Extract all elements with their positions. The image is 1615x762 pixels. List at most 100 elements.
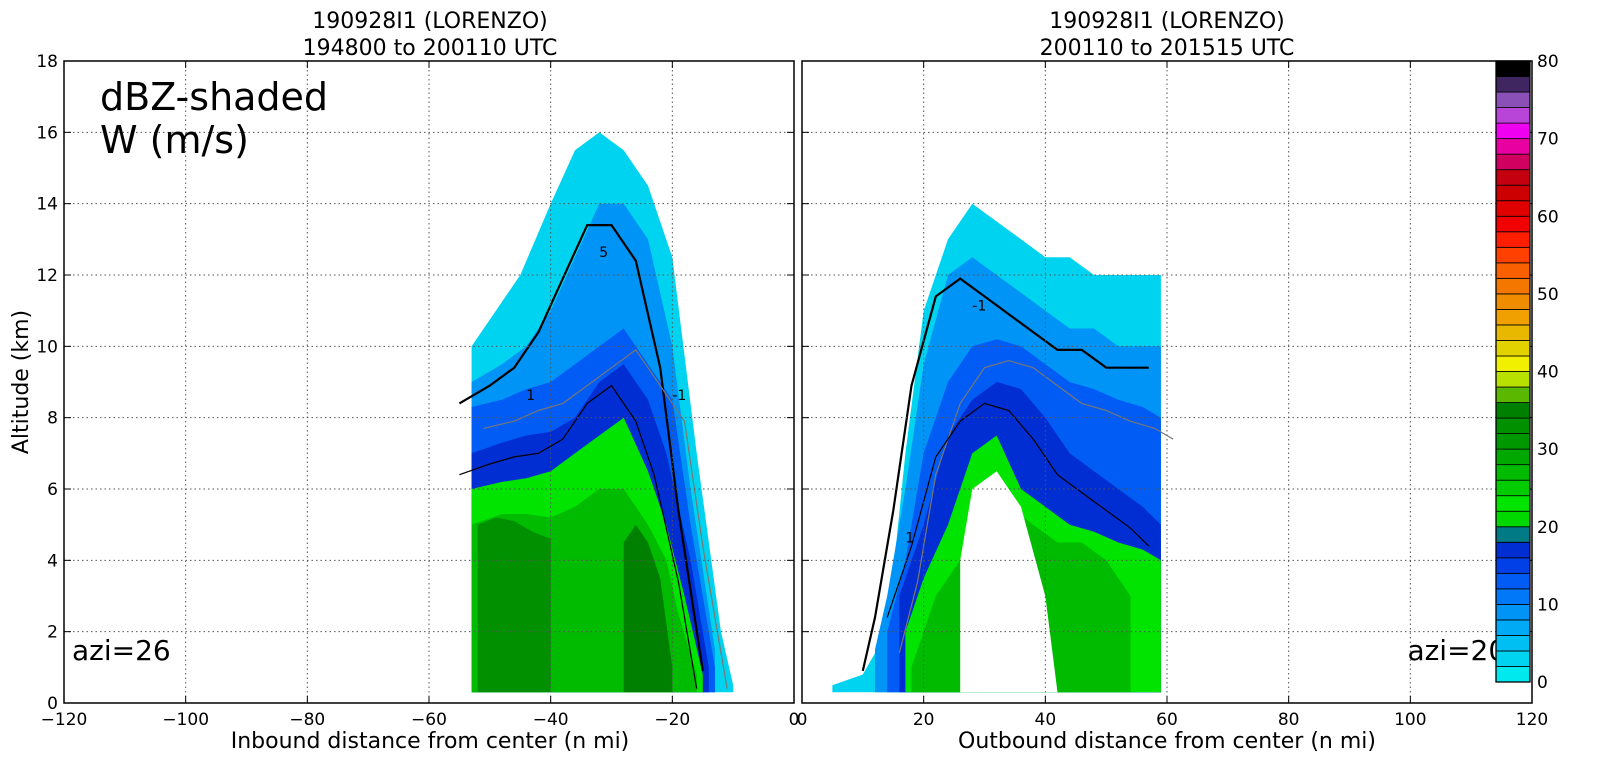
colorbar-swatch — [1495, 277, 1531, 295]
y-tick-label: 0 — [47, 694, 58, 714]
colorbar-tick-label: 80 — [1537, 52, 1559, 72]
colorbar-tick-label: 50 — [1537, 285, 1559, 305]
colorbar-tick-label: 0 — [1537, 673, 1548, 693]
left-panel: 1 5 -1 −120 −100 −80 −60 −40 −20 0 0 2 4 6 8 10 12 14 16 1… — [36, 52, 799, 730]
x-tick-label: 0 — [797, 710, 808, 730]
y-tick-label: 14 — [36, 195, 58, 215]
annotation-dbz-shaded: dBZ-shaded — [100, 75, 328, 119]
reflectivity-band-7 — [477, 517, 551, 693]
colorbar-swatch — [1495, 572, 1531, 590]
y-tick-label: 8 — [47, 409, 58, 429]
w-contour-2 — [898, 359, 1174, 654]
colorbar-swatch — [1495, 557, 1531, 574]
colorbar-swatch — [1495, 619, 1531, 636]
colorbar-swatch — [1495, 386, 1531, 403]
colorbar-swatch — [1495, 526, 1531, 543]
contour-value-label: -1 — [972, 299, 986, 315]
w-contour-1 — [861, 277, 1149, 672]
colorbar-swatch — [1495, 324, 1531, 341]
x-tick-label: −80 — [289, 710, 325, 730]
x-tick-label: −120 — [41, 710, 88, 730]
contour-value-label: 5 — [599, 245, 608, 261]
right-grid — [802, 61, 1532, 703]
colorbar-tick-label: 20 — [1537, 518, 1559, 538]
x-tick-label: 100 — [1394, 710, 1426, 730]
left-azimuth-label: azi=26 — [72, 634, 171, 667]
colorbar-swatch — [1495, 184, 1531, 202]
colorbar-swatch — [1495, 650, 1531, 667]
colorbar-swatch — [1495, 510, 1531, 528]
colorbar-swatch — [1495, 293, 1531, 310]
colorbar-tick-label: 40 — [1537, 363, 1559, 383]
colorbar-swatch — [1495, 122, 1531, 140]
contour-value-label: 1 — [526, 388, 535, 404]
colorbar-swatch — [1495, 666, 1531, 683]
colorbar-swatch — [1495, 169, 1531, 186]
colorbar-swatch — [1495, 355, 1531, 372]
colorbar-swatch — [1495, 262, 1531, 279]
colorbar-swatch — [1495, 215, 1531, 233]
w-contour-3 — [886, 402, 1150, 618]
colorbar-swatch — [1495, 308, 1531, 326]
w-contour-3 — [459, 384, 698, 689]
colorbar-tick-label: 10 — [1537, 595, 1559, 615]
colorbar-swatch — [1495, 60, 1531, 77]
colorbar-swatch — [1495, 246, 1531, 264]
x-tick-label: 80 — [1278, 710, 1300, 730]
y-tick-label: 2 — [47, 623, 58, 643]
colorbar-swatch — [1495, 231, 1531, 248]
colorbar-swatch — [1495, 603, 1531, 621]
left-title-line1: 190928I1 (LORENZO) — [312, 9, 547, 34]
y-tick-label: 18 — [36, 52, 58, 72]
x-tick-label: −60 — [411, 710, 447, 730]
x-tick-label: −100 — [162, 710, 209, 730]
colorbar-swatch — [1495, 448, 1531, 466]
echo-free-region — [960, 471, 1058, 693]
colorbar-ticks: 0 10 20 30 40 50 60 70 80 — [1537, 52, 1559, 693]
colorbar-swatch — [1495, 138, 1531, 155]
colorbar-swatch — [1495, 635, 1531, 652]
colorbar-tick-label: 60 — [1537, 207, 1559, 227]
colorbar-swatch — [1495, 433, 1531, 450]
contour-value-label: -1 — [672, 388, 686, 404]
colorbar-swatch — [1495, 107, 1531, 124]
colorbar-swatch — [1495, 153, 1531, 171]
right-title-line2: 200110 to 201515 UTC — [1040, 36, 1295, 61]
y-axis-label: Altitude (km) — [9, 310, 34, 454]
left-x-axis-label: Inbound distance from center (n mi) — [231, 729, 630, 754]
x-tick-label: 20 — [913, 710, 935, 730]
colorbar-swatch — [1495, 402, 1531, 419]
colorbar-swatch — [1495, 588, 1531, 605]
colorbar-swatch — [1495, 91, 1531, 108]
colorbar-swatch — [1495, 464, 1531, 481]
colorbar-swatch — [1495, 371, 1531, 388]
left-reflectivity — [471, 132, 734, 693]
y-tick-label: 10 — [36, 337, 58, 357]
colorbar — [1495, 60, 1531, 683]
colorbar-swatch — [1495, 340, 1531, 357]
right-reflectivity — [832, 203, 1161, 693]
colorbar-swatch — [1495, 76, 1531, 93]
colorbar-swatch — [1495, 200, 1531, 217]
y-tick-label: 6 — [47, 480, 58, 500]
left-ticks: −120 −100 −80 −60 −40 −20 0 0 2 4 6 8 10 12 14 16 18 — [36, 52, 799, 730]
colorbar-swatch — [1495, 417, 1531, 435]
colorbar-swatch — [1495, 541, 1531, 559]
colorbar-tick-label: 30 — [1537, 440, 1559, 460]
contour-value-label: 1 — [905, 531, 914, 547]
right-x-axis-label: Outbound distance from center (n mi) — [958, 729, 1376, 754]
y-tick-label: 16 — [36, 123, 58, 143]
x-tick-label: 120 — [1516, 710, 1548, 730]
colorbar-frame — [1495, 60, 1531, 683]
w-contour-1 — [458, 224, 704, 672]
colorbar-swatch — [1495, 495, 1531, 512]
colorbar-tick-label: 70 — [1537, 130, 1559, 150]
left-grid — [64, 61, 794, 703]
left-title-line2: 194800 to 200110 UTC — [303, 36, 558, 61]
colorbar-swatch — [1495, 479, 1531, 497]
annotation-w-units: W (m/s) — [100, 118, 249, 162]
x-tick-label: 40 — [1035, 710, 1057, 730]
y-tick-label: 4 — [47, 551, 58, 571]
x-tick-label: −20 — [654, 710, 690, 730]
